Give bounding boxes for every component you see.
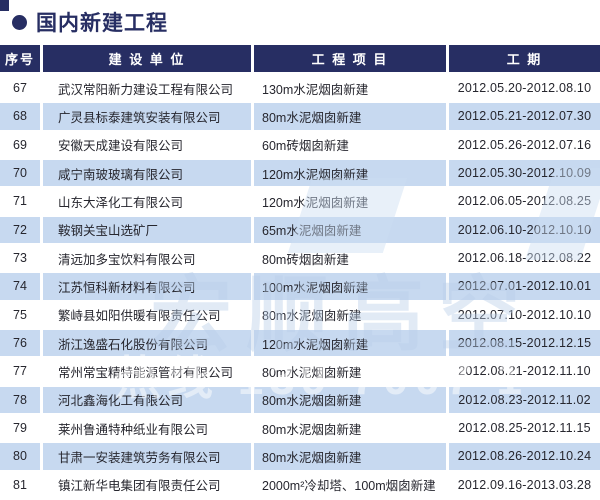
table-row: 70 咸宁南玻玻璃有限公司 120m水泥烟囱新建 2012.05.30-2012… xyxy=(0,159,600,189)
row-no: 73 xyxy=(13,251,27,266)
table-header: 序号 建 设 单 位 工 程 项 目 工 期 xyxy=(0,45,600,72)
row-company: 武汉常阳新力建设工程有限公司 xyxy=(58,82,234,97)
row-no: 81 xyxy=(13,477,27,492)
row-period: 2012.07.01-2012.10.01 xyxy=(449,273,600,300)
row-period: 2012.06.10-2012.10.10 xyxy=(449,216,600,243)
row-company: 安徽天成建设有限公司 xyxy=(58,139,184,154)
row-period: 2012.09.16-2013.03.28 xyxy=(457,477,592,492)
row-company: 鞍钢关宝山选矿厂 xyxy=(43,216,251,243)
row-company: 清远加多宝饮料有限公司 xyxy=(58,252,196,267)
row-period: 2012.06.18-2012.08.22 xyxy=(457,251,592,266)
row-period: 2012.05.30-2012.10.09 xyxy=(449,159,600,187)
row-project: 80m水泥烟囱新建 xyxy=(262,309,362,324)
table-row: 73 清远加多宝饮料有限公司 80m砖烟囱新建 2012.06.18-2012.… xyxy=(0,245,600,274)
row-no: 71 xyxy=(13,194,27,209)
row-project: 100m水泥烟囱新建 xyxy=(254,273,446,300)
row-project: 120m水泥烟囱新建 xyxy=(254,329,446,357)
table-row: 80 甘肃一安装建筑劳务有限公司 80m水泥烟囱新建 2012.08.26-20… xyxy=(0,443,600,472)
header-company: 建 设 单 位 xyxy=(43,45,251,72)
row-no: 75 xyxy=(13,307,27,322)
row-period: 2012.08.21-2012.11.10 xyxy=(458,364,591,379)
row-no: 78 xyxy=(0,386,40,413)
table-row: 67 武汉常阳新力建设工程有限公司 130m水泥烟囱新建 2012.05.20-… xyxy=(0,75,600,104)
row-no: 76 xyxy=(0,329,40,357)
table-row: 81 镇江新华电集团有限责任公司 2000m²冷却塔、100m烟囱新建 2012… xyxy=(0,472,600,500)
row-project: 80m水泥烟囱新建 xyxy=(262,365,362,380)
row-project: 120m水泥烟囱新建 xyxy=(254,159,446,187)
row-company: 甘肃一安装建筑劳务有限公司 xyxy=(43,443,251,470)
header-period: 工 期 xyxy=(449,45,600,72)
row-period: 2012.07.10-2012.10.10 xyxy=(457,307,592,322)
row-no: 74 xyxy=(0,273,40,300)
table-row: 78 河北鑫海化工有限公司 80m水泥烟囱新建 2012.08.23-2012.… xyxy=(0,386,600,415)
row-no: 68 xyxy=(0,103,40,130)
row-period: 2012.06.05-2012.08.25 xyxy=(457,194,592,209)
table-row: 77 常州常宝精特能源管材有限公司 80m水泥烟囱新建 2012.08.21-2… xyxy=(0,358,600,387)
row-period: 2012.08.23-2012.11.02 xyxy=(449,386,600,413)
table-row: 76 浙江逸盛石化股份有限公司 120m水泥烟囱新建 2012.08.15-20… xyxy=(0,329,600,359)
row-company: 繁峙县如阳供暖有限责任公司 xyxy=(58,309,221,324)
row-company: 镇江新华电集团有限责任公司 xyxy=(58,479,221,494)
table-row: 79 莱州鲁通特种纸业有限公司 80m水泥烟囱新建 2012.08.25-201… xyxy=(0,415,600,444)
row-no: 79 xyxy=(13,421,27,436)
row-company: 莱州鲁通特种纸业有限公司 xyxy=(58,422,209,437)
row-period: 2012.05.21-2012.07.30 xyxy=(449,103,600,130)
page-title-row: 国内新建工程 xyxy=(12,7,168,37)
row-period: 2012.05.26-2012.07.16 xyxy=(457,137,592,152)
row-project: 80m砖烟囱新建 xyxy=(262,252,349,267)
table-row: 68 广灵县标泰建筑安装有限公司 80m水泥烟囱新建 2012.05.21-20… xyxy=(0,103,600,132)
row-project: 65m水泥烟囱新建 xyxy=(254,216,446,243)
bullet-icon xyxy=(12,14,27,30)
table-row: 72 鞍钢关宝山选矿厂 65m水泥烟囱新建 2012.06.10-2012.10… xyxy=(0,216,600,245)
row-period: 2012.08.25-2012.11.15 xyxy=(458,421,591,436)
row-no: 80 xyxy=(0,443,40,470)
table-row: 75 繁峙县如阳供暖有限责任公司 80m水泥烟囱新建 2012.07.10-20… xyxy=(0,302,600,330)
row-project: 2000m²冷却塔、100m烟囱新建 xyxy=(262,479,436,494)
row-period: 2012.08.26-2012.10.24 xyxy=(449,443,600,470)
row-company: 咸宁南玻玻璃有限公司 xyxy=(43,159,251,187)
header-no: 序号 xyxy=(0,45,40,72)
row-company: 浙江逸盛石化股份有限公司 xyxy=(43,329,251,357)
row-no: 69 xyxy=(13,137,27,152)
row-no: 72 xyxy=(0,216,40,243)
table-row: 71 山东大泽化工有限公司 120m水泥烟囱新建 2012.06.05-2012… xyxy=(0,188,600,217)
row-project: 60m砖烟囱新建 xyxy=(262,139,349,154)
row-company: 广灵县标泰建筑安装有限公司 xyxy=(43,103,251,130)
table-row: 74 江苏恒科新材料有限公司 100m水泥烟囱新建 2012.07.01-201… xyxy=(0,273,600,302)
row-period: 2012.08.15-2012.12.15 xyxy=(449,329,600,357)
table-body: 67 武汉常阳新力建设工程有限公司 130m水泥烟囱新建 2012.05.20-… xyxy=(0,75,600,500)
row-no: 77 xyxy=(13,364,27,379)
row-company: 河北鑫海化工有限公司 xyxy=(43,386,251,413)
row-project: 80m水泥烟囱新建 xyxy=(262,422,362,437)
page-title: 国内新建工程 xyxy=(36,12,168,35)
row-project: 80m水泥烟囱新建 xyxy=(254,103,446,130)
row-period: 2012.05.20-2012.08.10 xyxy=(457,81,592,96)
row-project: 120m水泥烟囱新建 xyxy=(262,195,369,210)
table-row: 69 安徽天成建设有限公司 60m砖烟囱新建 2012.05.26-2012.0… xyxy=(0,132,600,160)
row-no: 70 xyxy=(0,159,40,187)
row-company: 山东大泽化工有限公司 xyxy=(58,195,184,210)
corner-mark xyxy=(0,0,9,11)
row-project: 80m水泥烟囱新建 xyxy=(254,443,446,470)
row-project: 130m水泥烟囱新建 xyxy=(262,82,369,97)
row-no: 67 xyxy=(13,81,27,96)
header-project: 工 程 项 目 xyxy=(254,45,446,72)
row-company: 江苏恒科新材料有限公司 xyxy=(43,273,251,300)
row-project: 80m水泥烟囱新建 xyxy=(254,386,446,413)
row-company: 常州常宝精特能源管材有限公司 xyxy=(58,365,234,380)
